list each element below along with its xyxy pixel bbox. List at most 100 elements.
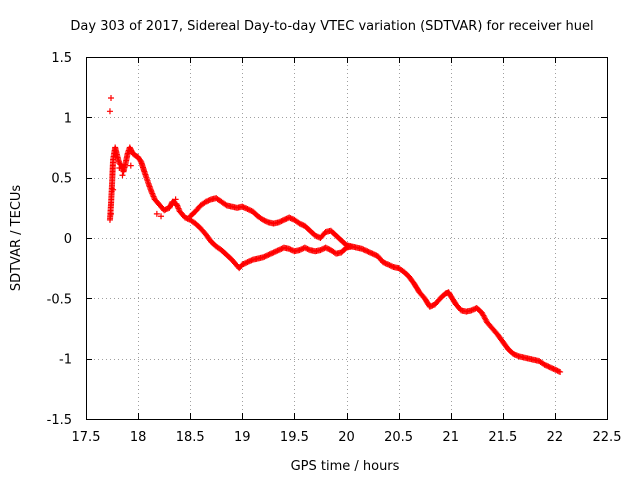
data-point <box>312 232 319 239</box>
data-point <box>116 165 123 172</box>
data-point <box>106 108 113 115</box>
data-point <box>181 214 188 221</box>
data-point <box>296 220 303 227</box>
data-point <box>348 243 355 250</box>
data-point <box>304 245 311 252</box>
x-tick-label: 19.5 <box>280 430 309 445</box>
data-point <box>278 245 285 252</box>
data-point <box>273 248 280 255</box>
data-point <box>204 198 211 205</box>
x-tick-label: 21 <box>442 430 459 445</box>
x-tick-label: 17.5 <box>72 430 101 445</box>
data-point <box>296 247 303 254</box>
data-point <box>299 245 306 252</box>
data-point <box>241 204 248 211</box>
data-point <box>287 215 294 222</box>
data-point <box>279 217 286 224</box>
data-point <box>260 254 267 261</box>
data-point <box>546 364 553 371</box>
data-point <box>313 233 320 240</box>
data-point <box>382 260 389 267</box>
data-point <box>108 210 115 217</box>
data-point <box>553 367 560 374</box>
data-points <box>106 95 564 375</box>
data-point <box>110 186 117 193</box>
data-point <box>301 244 308 251</box>
data-point <box>299 221 306 228</box>
data-point <box>270 249 277 256</box>
data-point <box>428 303 435 310</box>
data-point <box>280 216 287 223</box>
data-point <box>366 249 373 256</box>
data-point <box>288 215 295 222</box>
data-point <box>162 206 169 213</box>
data-point <box>549 365 556 372</box>
data-point <box>317 247 324 254</box>
data-point <box>369 250 376 257</box>
data-point <box>325 245 332 252</box>
data-point <box>248 257 255 264</box>
data-point <box>265 251 272 258</box>
data-point <box>318 246 325 253</box>
data-point <box>381 259 388 266</box>
data-point <box>153 210 160 217</box>
data-point <box>303 245 310 252</box>
data-point <box>205 197 212 204</box>
chart-title: Day 303 of 2017, Sidereal Day-to-day VTE… <box>70 19 593 34</box>
data-point <box>183 215 190 222</box>
data-point <box>247 207 254 214</box>
data-point <box>365 248 372 255</box>
data-point <box>222 201 229 208</box>
x-axis-label: GPS time / hours <box>291 459 400 474</box>
data-point <box>206 196 213 203</box>
data-point <box>514 352 521 359</box>
data-point <box>243 259 250 266</box>
data-point <box>275 247 282 254</box>
axis-ticks <box>86 57 608 420</box>
data-point <box>555 368 562 375</box>
x-tick-label: 22 <box>547 430 564 445</box>
y-tick-label: 1 <box>64 111 72 126</box>
data-point <box>267 250 274 257</box>
data-point <box>364 248 371 255</box>
data-point <box>241 260 248 267</box>
data-point <box>547 364 554 371</box>
data-point <box>286 214 293 221</box>
data-point <box>245 258 252 265</box>
data-point <box>512 352 519 359</box>
data-point <box>202 198 209 205</box>
data-point <box>172 196 179 203</box>
y-tick-label: 0.5 <box>51 172 72 187</box>
data-point <box>275 219 282 226</box>
x-tick-label: 18.5 <box>176 430 205 445</box>
y-axis-label: SDTVAR / TECUs <box>9 185 24 292</box>
data-point <box>283 215 290 222</box>
data-point <box>542 362 549 369</box>
data-point <box>545 363 552 370</box>
data-point <box>389 263 396 270</box>
data-point <box>544 362 551 369</box>
data-point <box>368 250 375 257</box>
data-point <box>161 207 168 214</box>
data-point <box>278 218 285 225</box>
data-point <box>383 260 390 267</box>
data-point <box>244 206 251 213</box>
data-point <box>127 162 134 169</box>
data-point <box>322 244 329 251</box>
data-point <box>297 246 304 253</box>
x-tick-label: 19 <box>234 430 251 445</box>
data-point <box>360 246 367 253</box>
data-point <box>240 260 247 267</box>
data-point <box>239 203 246 210</box>
data-point <box>269 250 276 257</box>
data-point <box>266 251 273 258</box>
data-point <box>550 365 557 372</box>
data-point <box>551 366 558 373</box>
data-point <box>379 259 386 266</box>
data-point <box>271 248 278 255</box>
data-point <box>361 247 368 254</box>
data-point <box>323 245 330 252</box>
y-tick-label: -1.5 <box>47 413 72 428</box>
data-point <box>277 246 284 253</box>
data-point <box>541 361 548 368</box>
